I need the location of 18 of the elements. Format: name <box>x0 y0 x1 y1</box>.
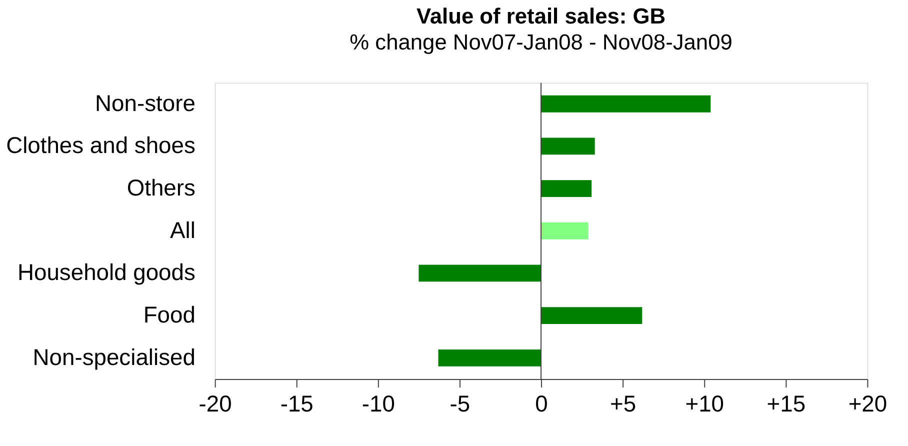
chart-title: Value of retail sales: GB <box>416 4 666 29</box>
x-tick-label: -20 <box>198 390 232 416</box>
y-tick-label: Others <box>126 174 196 200</box>
y-tick-label: Clothes and shoes <box>6 132 196 158</box>
x-tick-label: +5 <box>610 390 636 416</box>
chart-subtitle: % change Nov07-Jan08 - Nov08-Jan09 <box>350 29 732 54</box>
y-tick-label: Non-store <box>95 90 196 116</box>
y-tick-label: All <box>170 216 196 243</box>
x-tick-label: -10 <box>362 390 395 416</box>
x-tick-label: +10 <box>685 390 724 416</box>
x-tick-label: +20 <box>848 390 888 416</box>
y-tick-label: Household goods <box>17 259 196 286</box>
x-tick-label: -5 <box>450 390 470 416</box>
x-tick-label: -15 <box>280 390 314 416</box>
y-tick-label: Non-specialised <box>32 344 196 370</box>
x-tick-label: 0 <box>535 390 548 416</box>
x-tick-label: +15 <box>766 390 806 416</box>
y-tick-label: Food <box>143 302 196 328</box>
